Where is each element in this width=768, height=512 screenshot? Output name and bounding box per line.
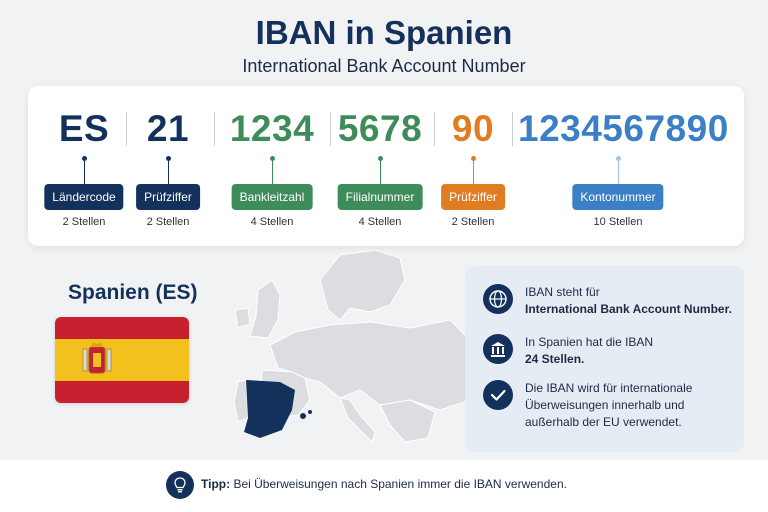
map-scandinavia [319,250,406,321]
info-card: IBAN steht für International Bank Account… [465,266,744,452]
iban-segment-account-number: 1234567890 Kontonummer 10 Stellen [518,86,729,246]
map-balearic-island [308,410,312,414]
info-row-length: In Spanien hat die IBAN 24 Stellen. [483,334,733,374]
segment-value: ES [58,108,110,149]
segment-length: 4 Stellen [250,216,294,228]
globe-icon [483,284,513,314]
info-text: Die IBAN wird für internationale Überwei… [525,381,693,429]
iban-segment-bank-code: 1234 Bankleitzahl 4 Stellen [222,86,322,246]
segment-label: Kontonummer [572,184,664,210]
map-uk [249,279,281,339]
europe-map [233,250,470,443]
segment-label: Prüfziffer [441,184,505,210]
segment-label: Ländercode [44,184,124,210]
iban-segment-national-check: 90 Prüfziffer 2 Stellen [440,86,506,246]
connector-line [83,158,85,188]
segment-value: 5678 [337,108,423,149]
map-portugal [233,379,249,423]
segment-length: 4 Stellen [358,216,402,228]
segment-value: 1234 [229,108,315,149]
check-icon [483,380,513,410]
connector-line [472,158,474,188]
separator [214,112,215,146]
info-row-usage: Die IBAN wird für internationale Überwei… [483,380,733,440]
map-balkans [379,399,436,443]
map-ireland [234,307,251,329]
segment-length: 2 Stellen [451,216,495,228]
tip-text: Tipp: Bei Überweisungen nach Spanien imm… [201,477,567,491]
coat-of-arms-icon [82,342,112,374]
map-italy [339,397,376,443]
segment-label: Filialnummer [337,184,423,210]
connector-line [167,158,169,188]
segment-length: 2 Stellen [146,216,190,228]
iban-segment-country-code: ES Ländercode 2 Stellen [44,86,124,246]
segment-value: 1234567890 [518,108,729,149]
map-spain [244,380,295,438]
footer-tip-bar: Tipp: Bei Überweisungen nach Spanien imm… [0,460,768,512]
separator [512,112,513,146]
segment-value: 90 [451,108,495,149]
flag-graphic [55,317,189,403]
map-balearic-island [300,413,306,419]
connector-line [379,158,381,188]
segment-label: Prüfziffer [136,184,200,210]
info-text: In Spanien hat die IBAN 24 Stellen. [525,335,654,366]
page-title: IBAN in Spanien [255,14,513,51]
bank-icon [483,334,513,364]
segment-length: 2 Stellen [62,216,106,228]
segment-length: 10 Stellen [593,216,643,228]
segment-label: Bankleitzahl [231,184,313,210]
connector-line [271,158,273,188]
page-subtitle: International Bank Account Number [242,56,526,76]
iban-segment-check-digits: 21 Prüfziffer 2 Stellen [136,86,200,246]
iban-breakdown-card: ES Ländercode 2 Stellen 21 Prüfziffer 2 … [28,86,744,246]
connector-line [617,158,619,188]
separator [330,112,331,146]
info-row-definition: IBAN steht für International Bank Account… [483,284,733,324]
spain-flag [55,317,189,403]
segment-value: 21 [146,108,190,149]
country-title: Spanien (ES) [68,281,198,304]
info-text: IBAN steht für International Bank Account… [525,285,732,316]
separator [126,112,127,146]
separator [434,112,435,146]
iban-segment-branch-number: 5678 Filialnummer 4 Stellen [330,86,430,246]
lightbulb-icon [166,471,194,499]
